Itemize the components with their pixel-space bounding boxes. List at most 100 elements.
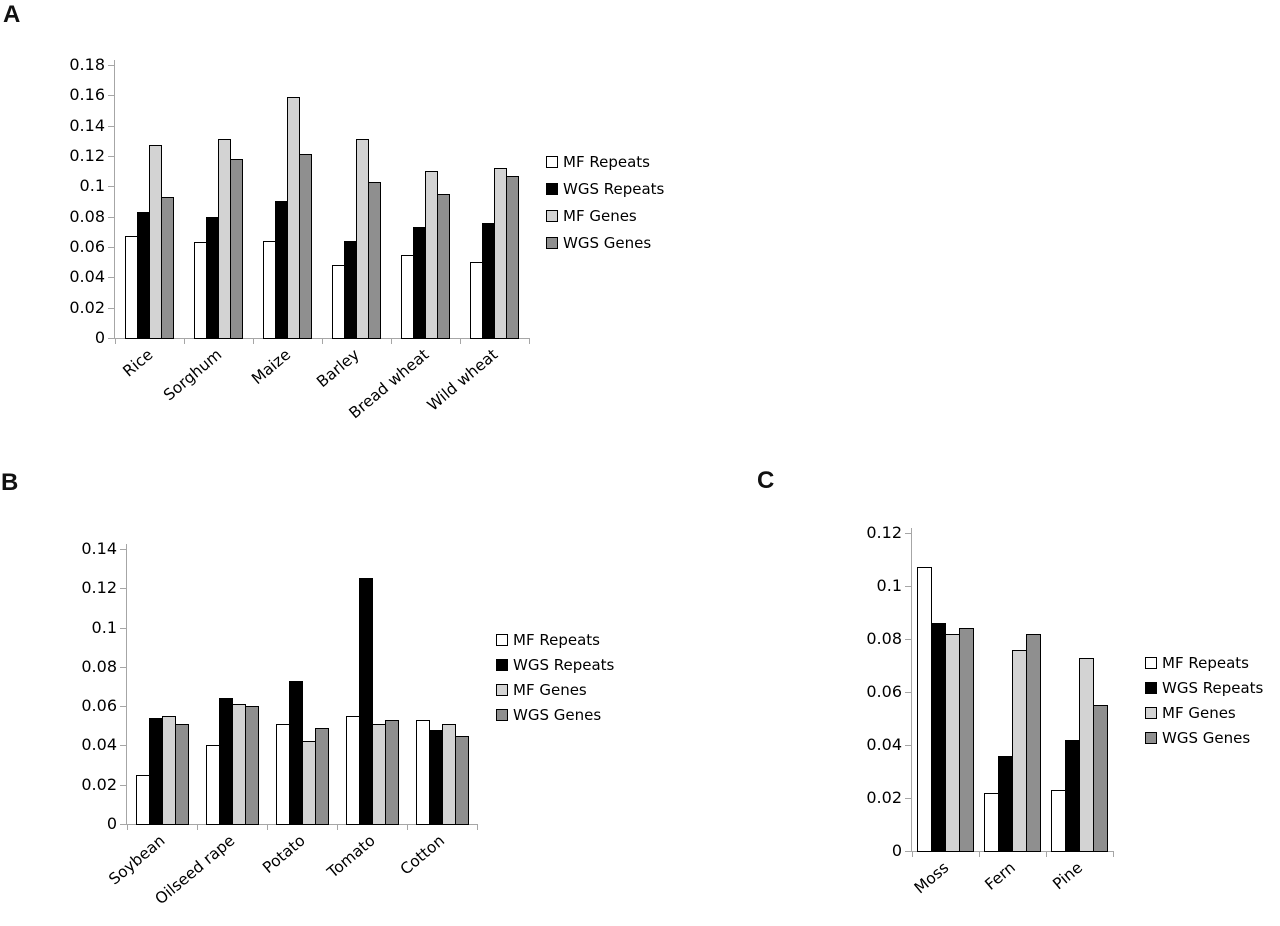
bar [299, 154, 312, 339]
x-tick [477, 825, 478, 830]
y-tick [905, 798, 911, 799]
legend-swatch [546, 210, 558, 222]
y-tick [120, 667, 126, 668]
bar [368, 182, 381, 339]
y-tick [108, 95, 114, 96]
legend-item: WGS Repeats [496, 656, 614, 674]
y-tick-label: 0.04 [69, 267, 105, 286]
bar [1012, 650, 1027, 852]
legend-swatch [1145, 657, 1157, 669]
bar [359, 578, 373, 825]
y-tick [108, 65, 114, 66]
x-tick [407, 825, 408, 830]
legend-label: WGS Repeats [563, 179, 665, 198]
legend-item: WGS Genes [496, 706, 601, 724]
y-tick-label: 0.18 [69, 55, 105, 74]
legend-item: MF Genes [546, 207, 637, 225]
legend-label: WGS Genes [1162, 728, 1251, 747]
x-tick [1046, 852, 1047, 857]
legend-swatch [496, 659, 508, 671]
y-tick-label: 0.06 [81, 696, 117, 715]
bar [346, 716, 360, 825]
category-label: Sorghum [160, 345, 226, 405]
y-tick-label: 0.06 [866, 682, 902, 701]
y-tick [120, 588, 126, 589]
legend-swatch [1145, 682, 1157, 694]
bar [175, 724, 189, 825]
x-tick [460, 339, 461, 344]
y-axis-line [114, 60, 115, 339]
legend-label: WGS Genes [563, 233, 652, 252]
legend-label: MF Genes [563, 206, 637, 225]
y-tick-label: 0.08 [81, 657, 117, 676]
category-label: Maize [248, 345, 295, 389]
bar [162, 716, 176, 825]
y-tick [108, 308, 114, 309]
legend-swatch [496, 709, 508, 721]
category-label: Potato [258, 831, 309, 878]
category-label: Tomato [323, 831, 379, 882]
legend-item: MF Repeats [496, 631, 600, 649]
x-tick [529, 339, 530, 344]
bar [1079, 658, 1094, 852]
bar [232, 704, 246, 825]
y-tick [905, 639, 911, 640]
category-label: Moss [910, 858, 953, 898]
category-label: Fern [982, 858, 1020, 894]
bar [931, 623, 946, 852]
bar [998, 756, 1013, 852]
x-tick [1113, 852, 1114, 857]
legend-label: MF Repeats [1162, 653, 1249, 672]
category-label: Wild wheat [423, 345, 502, 415]
y-tick [108, 217, 114, 218]
y-tick-label: 0.12 [866, 523, 902, 542]
bar [984, 793, 999, 852]
legend-item: WGS Genes [546, 234, 651, 252]
legend-label: WGS Repeats [513, 655, 615, 674]
y-tick [120, 549, 126, 550]
bar [1065, 740, 1080, 852]
y-tick-label: 0.02 [866, 788, 902, 807]
category-label: Rice [119, 345, 157, 381]
panel-b-label: B [1, 469, 19, 496]
bar [437, 194, 450, 339]
bar [149, 718, 163, 825]
legend-label: WGS Genes [513, 705, 602, 724]
bar [372, 724, 386, 825]
legend-swatch [546, 237, 558, 249]
y-tick [108, 247, 114, 248]
y-tick-label: 0.1 [91, 618, 117, 637]
bar [219, 698, 233, 825]
bar [1093, 705, 1108, 852]
category-label: Pine [1049, 858, 1087, 894]
y-tick-label: 0.08 [69, 207, 105, 226]
legend-item: MF Repeats [546, 153, 650, 171]
x-tick [253, 339, 254, 344]
bar [959, 628, 974, 852]
y-tick-label: 0 [891, 841, 902, 860]
y-axis-line [911, 528, 912, 852]
x-tick [197, 825, 198, 830]
y-tick-label: 0.14 [69, 116, 105, 135]
legend-item: WGS Repeats [1145, 679, 1263, 697]
y-tick-label: 0.04 [866, 735, 902, 754]
bar [416, 720, 430, 825]
x-tick [391, 339, 392, 344]
legend-swatch [546, 183, 558, 195]
y-tick [108, 156, 114, 157]
y-tick-label: 0.16 [69, 85, 105, 104]
bar [385, 720, 399, 825]
x-tick [322, 339, 323, 344]
y-tick-label: 0.02 [69, 298, 105, 317]
x-tick [184, 339, 185, 344]
legend-label: MF Genes [1162, 703, 1236, 722]
y-tick [120, 824, 126, 825]
legend-swatch [496, 684, 508, 696]
y-tick [108, 277, 114, 278]
y-tick [108, 338, 114, 339]
y-tick-label: 0.12 [69, 146, 105, 165]
legend-item: MF Repeats [1145, 654, 1249, 672]
y-tick-label: 0 [106, 814, 117, 833]
y-tick [108, 126, 114, 127]
